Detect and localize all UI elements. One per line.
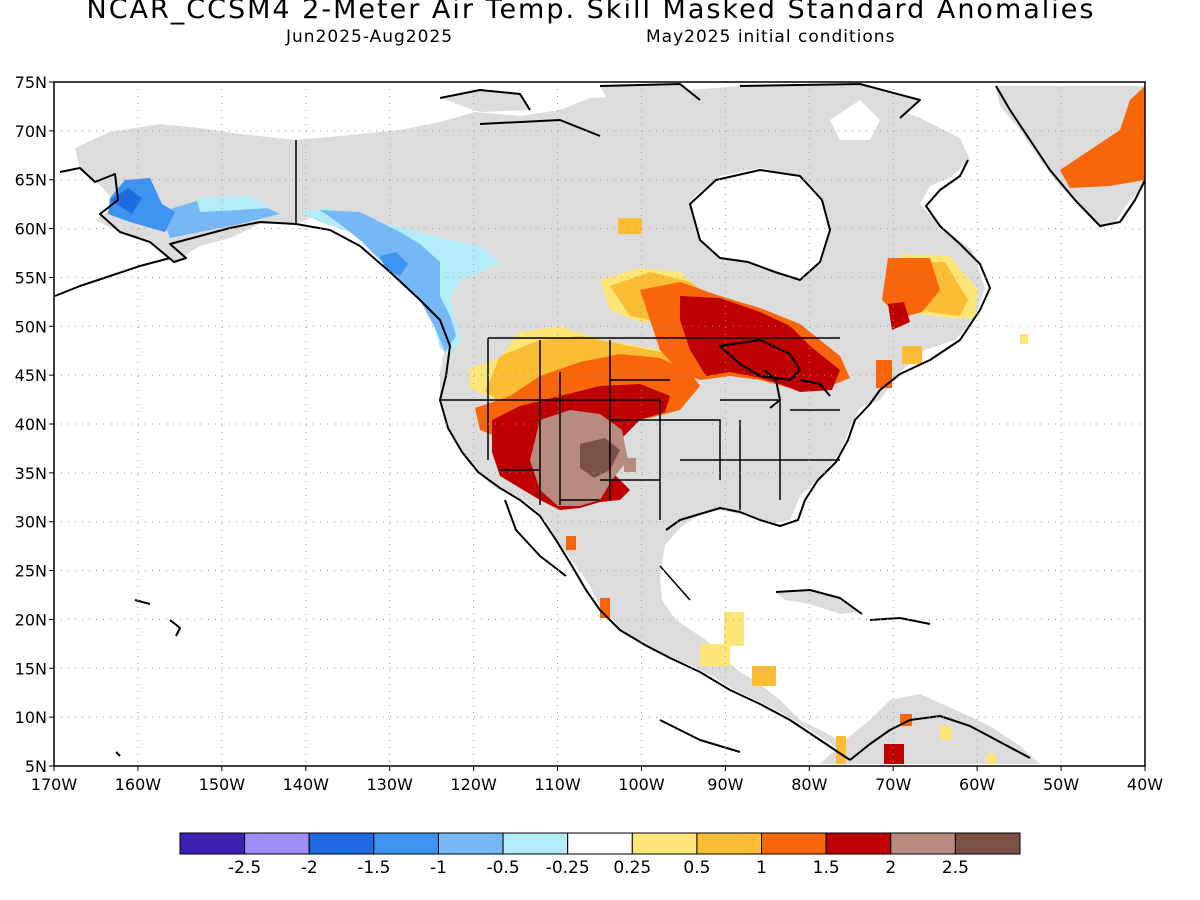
lon-label: 160W xyxy=(115,775,162,794)
colorbar-label: 0.5 xyxy=(683,858,710,878)
colorbar-label: 2.5 xyxy=(942,858,969,878)
colorbar-swatch xyxy=(761,832,827,855)
lon-label: 120W xyxy=(450,775,497,794)
lat-label: 55N xyxy=(15,268,47,287)
coastlines xyxy=(54,83,1145,761)
lat-label: 65N xyxy=(15,171,47,190)
colorbar-label: 0.25 xyxy=(613,858,651,878)
lat-label: 25N xyxy=(15,562,47,581)
positive-anomalies xyxy=(470,86,1145,764)
colorbar-swatch xyxy=(696,832,763,855)
chart-title: NCAR_CCSM4 2-Meter Air Temp. Skill Maske… xyxy=(86,0,1096,25)
colorbar-labels: -2.5 -2 -1.5 -1 -0.5 -0.25 0.25 0.5 1 1.5 2 2.5 xyxy=(228,858,969,878)
colorbar-label: 1 xyxy=(756,858,767,878)
lat-axis-labels: 75N 70N 65N 60N 55N 50N 45N 40N 35N 30N 25N 20N 15N 1… xyxy=(15,73,47,776)
map-area xyxy=(54,83,1145,764)
lon-label: 130W xyxy=(367,775,414,794)
colorbar-swatch xyxy=(373,832,439,855)
colorbar xyxy=(179,832,1021,855)
colorbar-swatch xyxy=(890,832,956,855)
lat-label: 60N xyxy=(15,220,47,239)
lon-axis-labels: 170W 160W 150W 140W 130W 120W 110W 100W 90W 80W 70… xyxy=(31,775,1163,794)
lon-label: 70W xyxy=(875,775,911,794)
lon-label: 170W xyxy=(31,775,78,794)
lat-label: 40N xyxy=(15,415,47,434)
colorbar-swatch xyxy=(825,832,892,855)
colorbar-label: -1 xyxy=(430,858,447,878)
lon-label: 150W xyxy=(199,775,246,794)
colorbar-label: -0.5 xyxy=(486,858,519,878)
colorbar-swatch xyxy=(244,832,310,855)
negative-anomalies xyxy=(108,178,500,356)
colorbar-label: -0.25 xyxy=(546,858,590,878)
lat-label: 35N xyxy=(15,464,47,483)
lat-label: 45N xyxy=(15,366,47,385)
colorbar-label: -2.5 xyxy=(228,858,261,878)
lat-label: 20N xyxy=(15,610,47,629)
axis-ticks xyxy=(49,81,1146,771)
lat-label: 75N xyxy=(15,73,47,92)
lon-label: 100W xyxy=(618,775,665,794)
colorbar-swatch xyxy=(179,832,246,855)
colorbar-swatch xyxy=(631,832,698,855)
lon-label: 80W xyxy=(791,775,827,794)
colorbar-label: 1.5 xyxy=(813,858,840,878)
lat-label: 70N xyxy=(15,122,47,141)
borders xyxy=(295,140,840,601)
hudson-bay xyxy=(690,100,880,280)
lon-label: 140W xyxy=(283,775,330,794)
lon-label: 90W xyxy=(707,775,743,794)
colorbar-swatch xyxy=(954,832,1021,855)
colorbar-label: 2 xyxy=(885,858,896,878)
lat-label: 15N xyxy=(15,659,47,678)
lon-label: 40W xyxy=(1127,775,1163,794)
init-label: May2025 initial conditions xyxy=(646,27,896,47)
lon-label: 60W xyxy=(959,775,995,794)
colorbar-label: -2 xyxy=(301,858,318,878)
period-label: Jun2025-Aug2025 xyxy=(286,27,454,47)
colorbar-swatch xyxy=(567,832,633,855)
lat-label: 50N xyxy=(15,317,47,336)
colorbar-swatch xyxy=(502,832,569,855)
colorbar-swatch xyxy=(308,832,375,855)
lat-label: 10N xyxy=(15,708,47,727)
lat-label: 30N xyxy=(15,513,47,532)
lon-label: 110W xyxy=(534,775,581,794)
colorbar-swatch xyxy=(437,832,504,855)
lon-label: 50W xyxy=(1043,775,1079,794)
lat-label: 5N xyxy=(25,757,47,776)
colorbar-label: -1.5 xyxy=(357,858,390,878)
